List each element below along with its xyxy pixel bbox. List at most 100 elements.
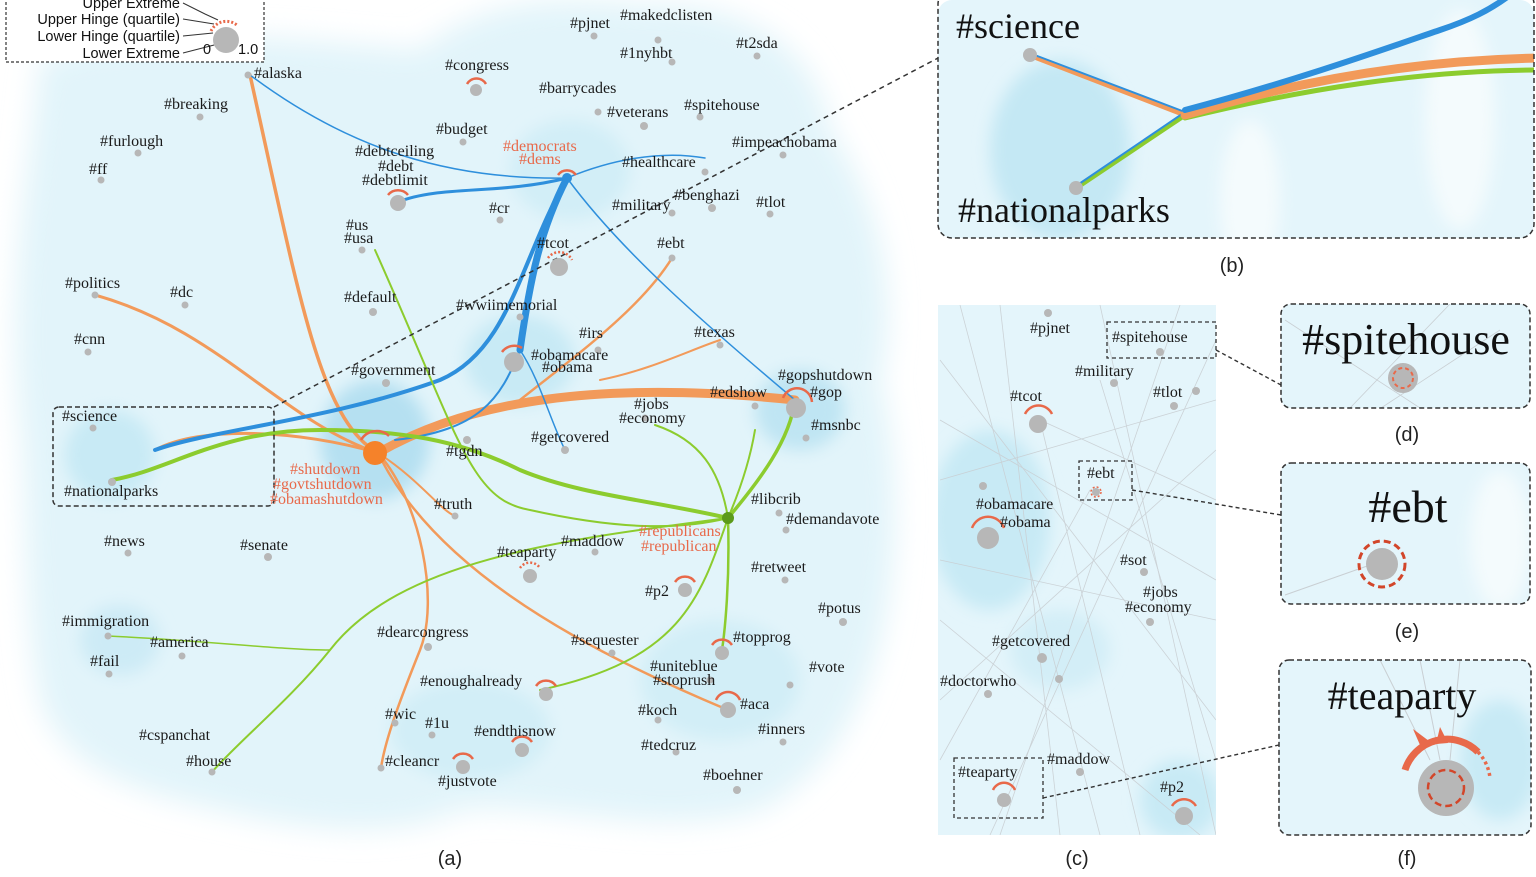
tag-nationalparks: #nationalparks <box>64 483 158 500</box>
edge-shutdown-texas <box>599 339 721 381</box>
edge-shutdown-truth <box>377 452 456 517</box>
legend-label-upper-extreme: Upper Extreme <box>82 0 180 12</box>
tag-makedclisten: #makedclisten <box>620 7 712 24</box>
tag-1u: #1u <box>425 715 449 732</box>
legend-scale-min: 0 <box>203 42 211 58</box>
edge-republicans-enoughalready <box>539 517 729 691</box>
edge-dems-debtlimit <box>396 176 569 204</box>
edge-republicans-usa <box>374 249 729 528</box>
legend-node-glyph <box>213 27 239 53</box>
tag-science: #science <box>62 408 117 425</box>
edge-dems-science <box>153 176 569 452</box>
tag-barrycades: #barrycades <box>539 80 616 97</box>
panel-c-tag-getcovered: #getcovered <box>992 633 1070 650</box>
hub-shutdown <box>363 441 387 465</box>
tag-cnn: #cnn <box>74 331 105 348</box>
tag-justvote: #justvote <box>438 773 497 790</box>
tag-senate: #senate <box>240 537 288 554</box>
tag-dearcongress: #dearcongress <box>377 624 469 641</box>
tag-p2: #p2 <box>645 583 669 600</box>
panel-b-tag-nationalparks: #nationalparks <box>958 190 1170 230</box>
tag-teaparty: #teaparty <box>497 544 557 561</box>
tag-retweet: #retweet <box>751 559 807 576</box>
tag-cspanchat: #cspanchat <box>139 727 211 744</box>
panel-c-tag-doctorwho: #doctorwho <box>940 673 1016 690</box>
tag-stoprush: #stoprush <box>653 672 715 689</box>
tag-economy: #economy <box>619 410 686 427</box>
panel-d: #spitehouse (d) <box>1280 303 1531 446</box>
tag-congress: #congress <box>445 57 509 74</box>
legend-label-lower-extreme: Lower Extreme <box>82 46 180 62</box>
edge-republicans-topprog <box>720 516 730 652</box>
tag-debt: #debt <box>378 158 414 175</box>
legend-scale-max: 1.0 <box>238 42 258 58</box>
tag-sequester: #sequester <box>571 632 639 649</box>
panel-c-tag-economy: #economy <box>1125 599 1192 616</box>
tag-irs: #irs <box>579 325 603 342</box>
panel-c: #pjnet #spitehouse #military #tcot #tlot… <box>938 305 1282 870</box>
tag-usa: #usa <box>344 230 373 247</box>
tag-breaking: #breaking <box>164 96 228 113</box>
edge-shutdown-alaska <box>248 73 380 455</box>
tag-obama: #obama <box>542 359 593 376</box>
panel-c-tag-ebt: #ebt <box>1087 465 1115 482</box>
tag-government: #government <box>351 362 436 379</box>
panel-c-tag-obamacare: #obamacare <box>976 496 1053 513</box>
tag-endthisnow: #endthisnow <box>474 723 556 740</box>
edge-shutdown-gop <box>373 387 800 458</box>
tag-alaska: #alaska <box>254 65 302 82</box>
caption-e: (e) <box>1395 621 1419 643</box>
tag-aca: #aca <box>740 696 769 713</box>
tag-ebt: #ebt <box>657 235 685 252</box>
hub-republicans <box>722 512 734 524</box>
tag-benghazi: #benghazi <box>674 187 740 204</box>
tag-house: #house <box>186 753 231 770</box>
tag-shutdown: #shutdown <box>290 461 360 478</box>
tag-demandavote: #demandavote <box>786 511 879 528</box>
tag-gopshutdown: #gopshutdown <box>778 367 872 384</box>
tag-topprog: #topprog <box>733 629 791 646</box>
tag-msnbc: #msnbc <box>811 417 861 434</box>
tag-texas: #texas <box>694 324 735 341</box>
tag-healthcare: #healthcare <box>622 154 696 171</box>
tag-republican: #republican <box>641 538 717 555</box>
edge-dems-gop <box>566 177 796 401</box>
tag-military: #military <box>612 197 671 214</box>
zoom-region-b <box>52 406 275 507</box>
tag-debtlimit: #debtlimit <box>362 172 428 189</box>
tag-edshow: #edshow <box>710 384 767 401</box>
hashtag-labels: #pjnet #makedclisten #1nyhbt #t2sda #con… <box>62 7 879 790</box>
tag-wic: #wic <box>385 706 416 723</box>
caption-a: (a) <box>438 848 462 870</box>
panel-c-tag-obama: #obama <box>1000 514 1051 531</box>
tag-jobs: #jobs <box>634 396 669 413</box>
caption-d: (d) <box>1395 424 1419 446</box>
caption-c: (c) <box>1065 848 1088 870</box>
edge-dems-healthcare <box>566 154 706 179</box>
nodes <box>84 32 847 794</box>
edge-dems-obamacare <box>516 174 571 354</box>
hub-democrats <box>562 173 572 183</box>
tag-furlough: #furlough <box>100 133 163 150</box>
zoomed-flow-edges <box>1029 0 1534 191</box>
tag-koch: #koch <box>638 702 677 719</box>
panel-c-tag-pjnet: #pjnet <box>1030 320 1071 337</box>
tag-republicans: #republicans <box>639 523 721 540</box>
panel-c-tag-sot: #sot <box>1120 552 1147 569</box>
tag-debtceiling: #debtceiling <box>355 143 434 160</box>
tag-veterans: #veterans <box>607 104 668 121</box>
panel-a: Upper Extreme Upper Hinge (quartile) Low… <box>5 0 941 870</box>
panel-c-tag-jobs: #jobs <box>1143 584 1178 601</box>
edge-shutdown-ebt <box>518 256 674 402</box>
background-edges <box>939 305 1216 835</box>
tag-enoughalready: #enoughalready <box>420 673 522 690</box>
tag-tlot: #tlot <box>756 194 786 211</box>
tag-impeachobama: #impeachobama <box>732 134 837 151</box>
tag-libcrib: #libcrib <box>751 491 801 508</box>
caption-f: (f) <box>1398 848 1417 870</box>
panel-f: #teaparty (f) <box>1278 659 1532 870</box>
edge-republicans-economy <box>654 424 729 519</box>
tag-uniteblue: #uniteblue <box>650 658 718 675</box>
tag-getcovered: #getcovered <box>531 429 609 446</box>
